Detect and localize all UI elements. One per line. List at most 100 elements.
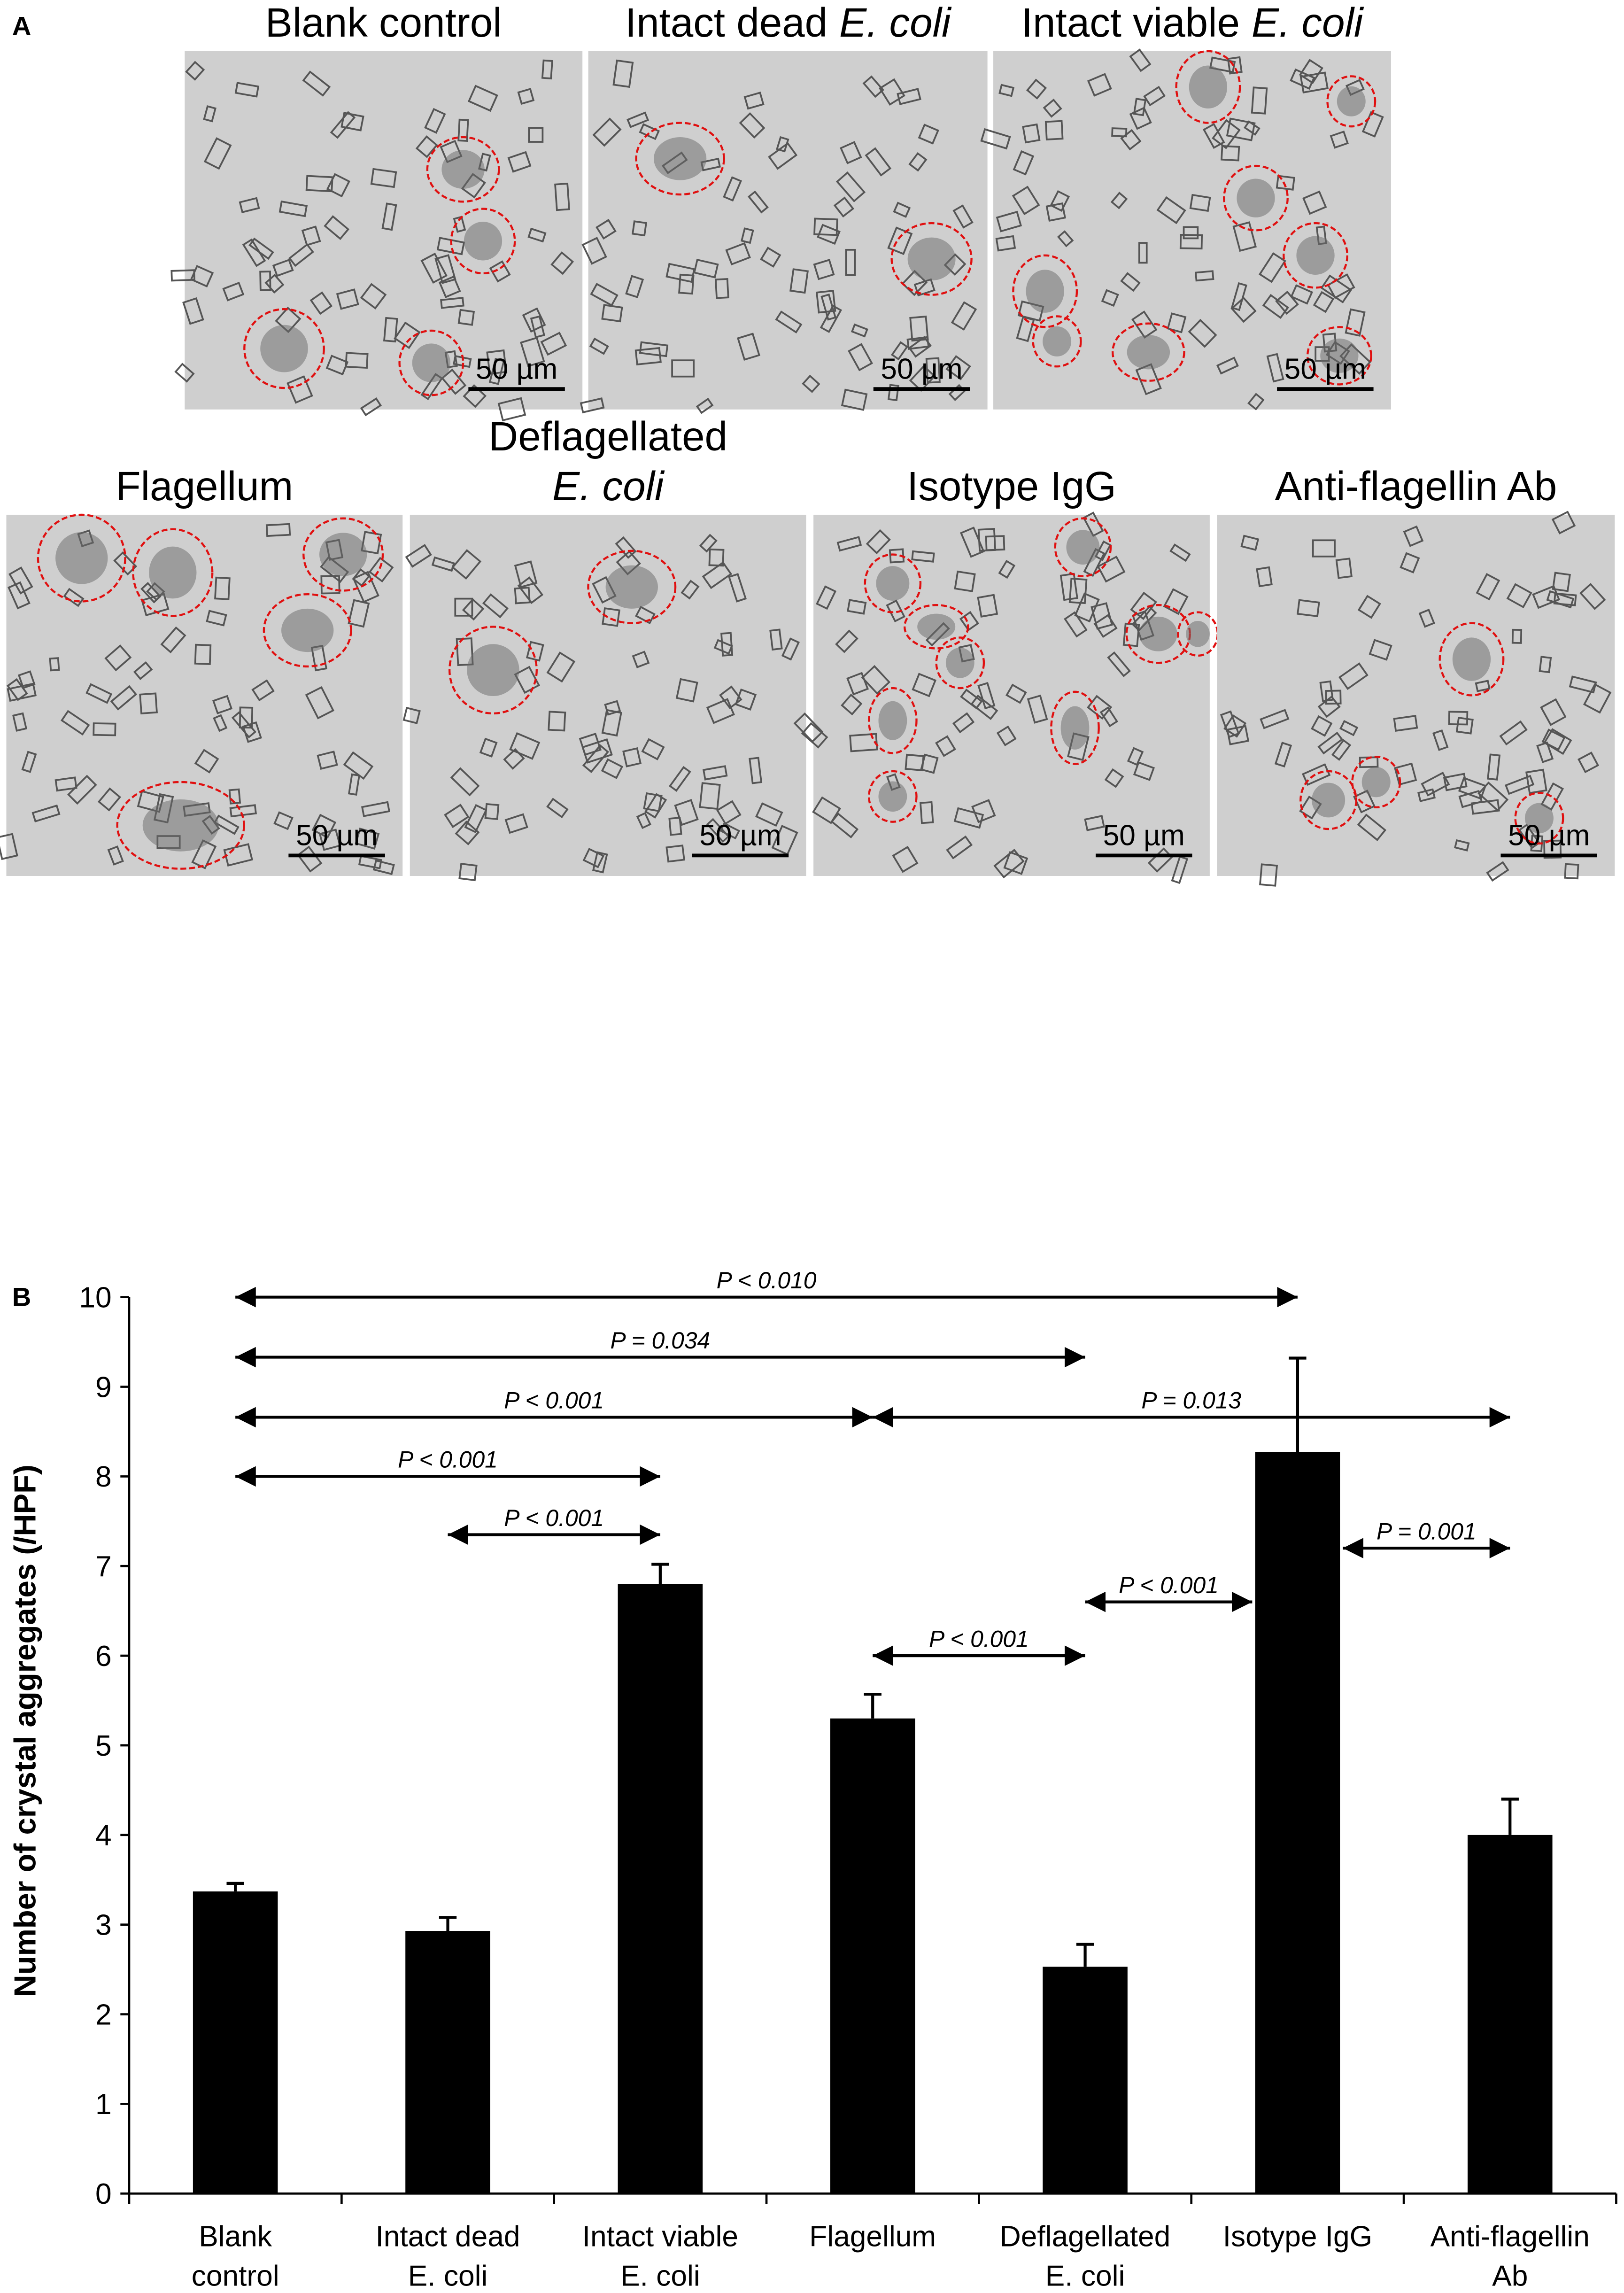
y-tick-label: 6 <box>95 1640 112 1673</box>
micrograph-background <box>588 51 988 410</box>
x-tick-label: control <box>192 2260 279 2292</box>
comparison-label: P < 0.001 <box>398 1447 498 1473</box>
image-title: Anti-flagellin Ab <box>1275 464 1557 509</box>
crystal <box>816 290 836 314</box>
crystal <box>1104 768 1124 788</box>
crystal <box>360 397 382 417</box>
crystal <box>1455 717 1474 735</box>
crystal <box>641 738 665 760</box>
crystal <box>1511 628 1523 644</box>
crystal <box>1551 511 1576 535</box>
crystal <box>301 225 321 247</box>
bar <box>1255 1452 1340 2194</box>
y-tick-label: 0 <box>95 2178 112 2210</box>
crystal <box>67 775 97 805</box>
error-bar <box>1501 1797 1519 1835</box>
crystal <box>1013 150 1035 176</box>
crystal <box>996 725 1017 746</box>
crystal <box>228 788 241 805</box>
aggregate-circle <box>1012 254 1078 328</box>
crystal <box>324 215 350 240</box>
crystal <box>49 657 60 672</box>
crystal <box>1331 739 1352 761</box>
crystal <box>699 534 718 553</box>
x-tick-label: Isotype IgG <box>1223 2220 1372 2253</box>
crystal <box>601 758 624 779</box>
crystal <box>592 851 608 874</box>
crystal <box>716 800 742 825</box>
crystal <box>383 317 398 343</box>
crystal <box>450 767 480 797</box>
crystal <box>836 536 862 552</box>
crystal <box>681 580 700 600</box>
crystal <box>191 839 217 869</box>
crystal <box>486 349 508 375</box>
image-title: Flagellum <box>116 464 293 509</box>
crystal <box>113 551 138 576</box>
crystal <box>925 357 941 384</box>
crystal <box>813 259 835 280</box>
crystal <box>133 661 153 680</box>
crystal <box>160 626 186 653</box>
crystal <box>1553 592 1577 606</box>
comparison-label: P = 0.034 <box>610 1327 710 1354</box>
crystal <box>272 258 294 277</box>
crystal <box>1251 86 1268 115</box>
crystal <box>706 818 730 843</box>
crystal <box>674 799 699 826</box>
crystal-cluster <box>281 608 334 652</box>
crystal <box>801 722 828 749</box>
crystal <box>908 152 928 172</box>
crystal <box>326 173 350 198</box>
aggregate-circle <box>448 626 538 715</box>
crystal <box>1143 85 1166 107</box>
crystal <box>702 765 728 781</box>
crystal <box>305 686 335 720</box>
crystal <box>775 310 803 334</box>
crystal <box>405 544 432 568</box>
crystal <box>1262 294 1289 319</box>
crystal <box>479 737 498 758</box>
crystal <box>54 776 77 792</box>
crystal <box>735 688 757 711</box>
crystal <box>1133 761 1155 781</box>
scale-bar-label: 50 µm <box>699 820 781 852</box>
crystal <box>715 278 729 299</box>
crystal <box>960 689 983 710</box>
crystal <box>812 796 841 824</box>
crystal <box>1230 296 1257 323</box>
crystal <box>1259 863 1278 887</box>
error-bar <box>226 1882 244 1892</box>
crystal <box>1400 552 1420 573</box>
crystal <box>7 682 37 702</box>
crystal <box>878 78 905 106</box>
crystal <box>1057 230 1074 248</box>
aggregate-circle <box>1223 164 1289 232</box>
crystal <box>206 610 227 627</box>
aggregate-circle <box>1032 315 1082 368</box>
crystal <box>913 278 936 297</box>
crystal <box>669 766 691 792</box>
crystal <box>213 714 228 732</box>
crystal-cluster <box>907 237 956 281</box>
crystal <box>21 751 37 773</box>
crystal <box>1167 312 1187 333</box>
crystal <box>945 355 971 380</box>
crystal-cluster <box>1189 65 1228 109</box>
aggregate-circle <box>635 122 725 196</box>
image-title: Blank control <box>265 0 502 46</box>
crystal <box>1338 662 1369 690</box>
crystal <box>1569 675 1597 694</box>
crystal <box>833 196 854 218</box>
aggregate-circle <box>132 528 214 617</box>
crystal <box>1266 353 1284 383</box>
aggregate-circle <box>37 513 126 603</box>
image-title: Intact dead E. coli <box>625 0 952 46</box>
crystal <box>1212 119 1241 149</box>
comparison-label: P = 0.001 <box>1377 1518 1477 1544</box>
crystal <box>482 593 509 619</box>
crystal <box>527 227 547 243</box>
crystal <box>625 275 644 298</box>
y-tick-label: 9 <box>95 1371 112 1403</box>
